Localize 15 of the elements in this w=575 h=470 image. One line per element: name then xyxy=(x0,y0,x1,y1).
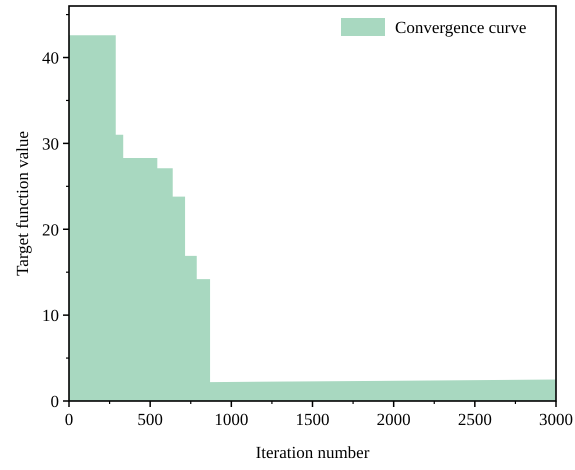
y-tick-label: 40 xyxy=(42,48,59,68)
y-tick-label: 0 xyxy=(50,392,59,411)
x-tick-label: 1000 xyxy=(214,410,248,429)
x-tick-label: 2000 xyxy=(376,410,411,429)
legend-label: Convergence curve xyxy=(395,18,526,37)
y-axis-title: Target function value xyxy=(13,131,32,276)
y-tick-label: 20 xyxy=(42,220,59,240)
y-tick-label: 30 xyxy=(42,134,59,154)
y-tick-label: 10 xyxy=(42,306,59,326)
x-tick-label: 3000 xyxy=(539,410,573,429)
x-axis-title: Iteration number xyxy=(256,443,370,462)
x-tick-label: 1500 xyxy=(296,410,330,429)
x-tick-label: 500 xyxy=(137,410,163,429)
x-tick-label: 0 xyxy=(64,410,74,429)
x-tick-label: 2500 xyxy=(458,410,492,429)
